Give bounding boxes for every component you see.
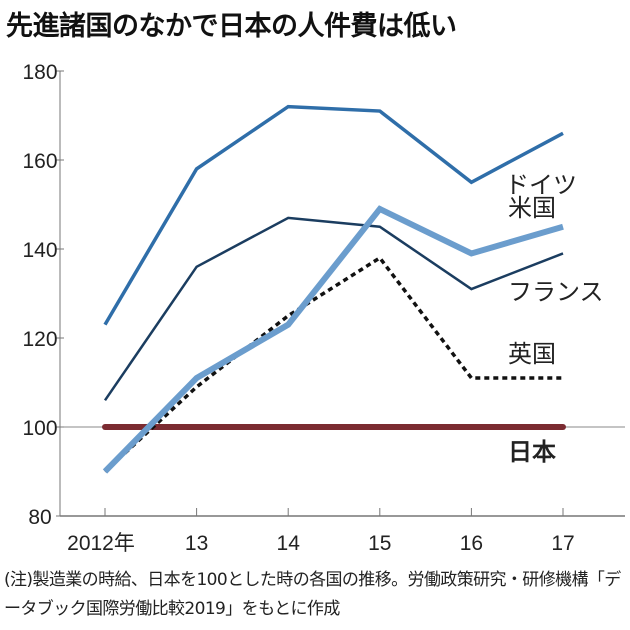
legend-label-1: ドイツ — [505, 171, 577, 199]
y-tick-label: 160 — [22, 150, 57, 173]
legend-label-3: フランス — [508, 278, 604, 306]
series-line-4 — [103, 255, 563, 473]
legend-label-2: 米国 — [508, 194, 556, 222]
series-line-2 — [102, 205, 564, 474]
legend-label-5: 日本 — [508, 438, 556, 466]
series-line-1 — [103, 104, 564, 326]
y-tick-label: 140 — [22, 239, 57, 262]
chart-title: 先進諸国のなかで日本の人件費は低い — [6, 11, 457, 42]
x-tick-label: 2012年 — [67, 532, 135, 555]
y-tick-label: 120 — [22, 328, 57, 351]
y-tick-label: 100 — [22, 417, 57, 440]
y-tick-label: 180 — [22, 61, 57, 84]
footnote: (注)製造業の時給、日本を100とした時の各国の推移。労働政策研究・研修機構「デ… — [4, 570, 621, 619]
series-line-3 — [103, 216, 564, 402]
legend-label-4: 英国 — [508, 340, 556, 368]
x-tick-label: 15 — [368, 532, 391, 555]
x-tick-label: 16 — [460, 532, 483, 555]
y-tick-label: 80 — [28, 506, 51, 529]
x-tick-label: 17 — [551, 532, 574, 555]
x-tick-label: 13 — [185, 532, 208, 555]
x-tick-label: 14 — [277, 532, 301, 555]
